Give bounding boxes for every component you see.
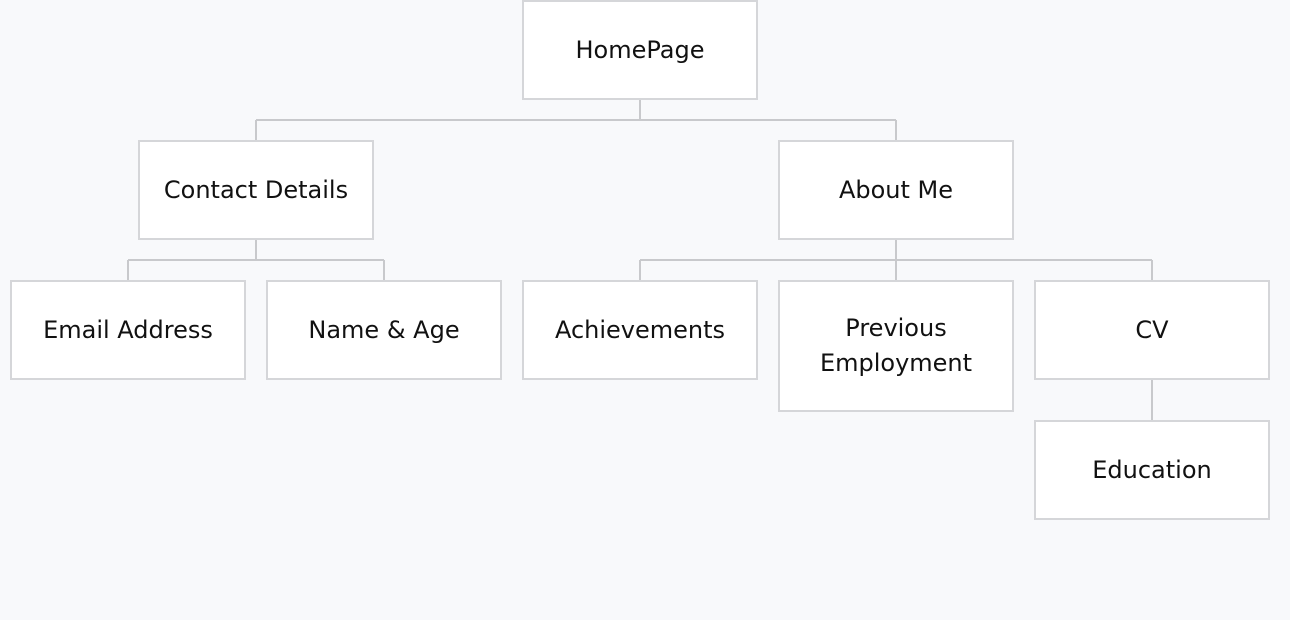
node-homepage-label: HomePage [575,35,705,64]
node-previous-employment-label: Previous Employment [819,314,973,377]
node-email-address-label: Email Address [43,315,213,344]
node-education[interactable]: Education [1034,420,1270,520]
node-about-me[interactable]: About Me [778,140,1014,240]
node-homepage[interactable]: HomePage [522,0,758,100]
node-contact-details[interactable]: Contact Details [138,140,374,240]
node-achievements-label: Achievements [554,315,726,344]
node-education-label: Education [1092,455,1212,484]
node-cv-label: CV [1135,315,1169,344]
node-contact-details-label: Contact Details [163,175,349,204]
node-achievements[interactable]: Achievements [522,280,758,380]
node-name-age[interactable]: Name & Age [266,280,502,380]
node-email-address[interactable]: Email Address [10,280,246,380]
node-name-age-label: Name & Age [308,315,460,344]
node-previous-employment[interactable]: Previous Employment [778,280,1014,412]
node-about-me-label: About Me [838,175,954,204]
node-cv[interactable]: CV [1034,280,1270,380]
